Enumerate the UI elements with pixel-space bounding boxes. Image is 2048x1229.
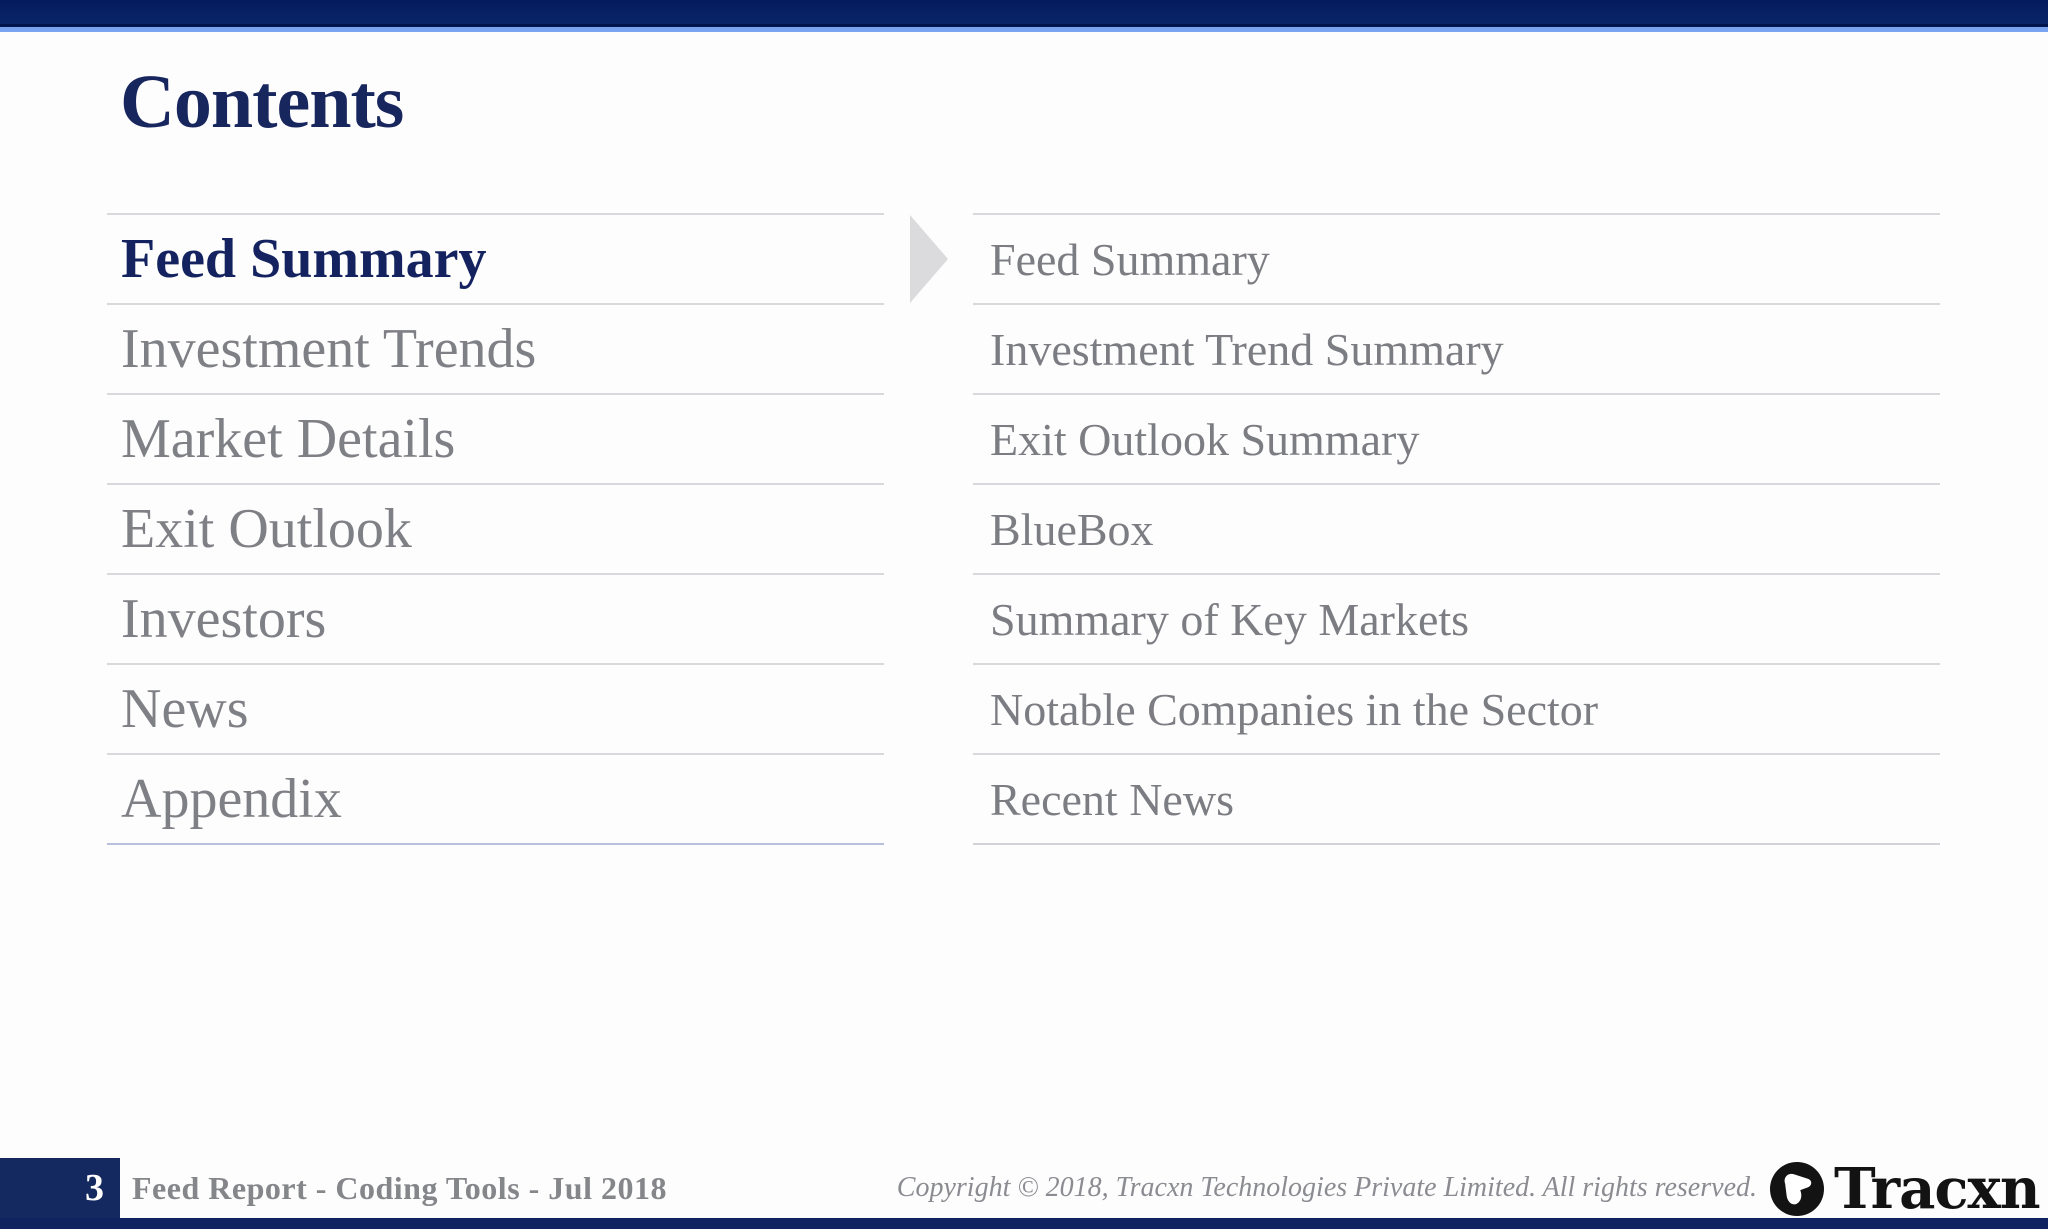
top-bar-accent-line xyxy=(0,27,2048,32)
toc-item-label: Exit Outlook xyxy=(121,498,412,560)
toc-item-label: Market Details xyxy=(121,408,456,470)
page-title: Contents xyxy=(120,60,404,144)
toc-item-label: Investment Trend Summary xyxy=(990,323,1504,375)
toc-item-label: Summary of Key Markets xyxy=(990,593,1470,645)
top-bar-edge xyxy=(0,24,2048,27)
page-number: 3 xyxy=(85,1167,104,1209)
toc-section-item[interactable]: Appendix xyxy=(107,753,884,845)
toc-subsection-item[interactable]: Exit Outlook Summary xyxy=(973,393,1940,483)
top-bar xyxy=(0,0,2048,24)
footer-copyright: Copyright © 2018, Tracxn Technologies Pr… xyxy=(896,1172,1757,1203)
brand-logotype: Tracxn xyxy=(1834,1156,2041,1222)
toc-item-label: Appendix xyxy=(121,768,342,830)
toc-section-list: Feed Summary Investment Trends Market Deta… xyxy=(107,213,884,845)
toc-subsection-list: Feed Summary Investment Trend Summary Exit… xyxy=(973,213,1940,845)
toc-subsection-item[interactable]: BlueBox xyxy=(973,483,1940,573)
toc-section-item[interactable]: Market Details xyxy=(107,393,884,483)
page-number-box: 3 xyxy=(0,1158,120,1218)
toc-item-label: Feed Summary xyxy=(990,233,1270,285)
toc-item-label: Feed Summary xyxy=(121,228,487,290)
toc-item-label: Notable Companies in the Sector xyxy=(990,683,1599,735)
toc-item-label: BlueBox xyxy=(990,503,1154,555)
tracxn-logo-icon xyxy=(1770,1162,1824,1216)
toc-item-label: Exit Outlook Summary xyxy=(990,413,1420,465)
toc-section-item[interactable]: Investment Trends xyxy=(107,303,884,393)
active-section-arrow-icon xyxy=(910,215,948,303)
toc-subsection-item[interactable]: Recent News xyxy=(973,753,1940,845)
toc-subsection-item[interactable]: Investment Trend Summary xyxy=(973,303,1940,393)
toc-subsection-item[interactable]: Notable Companies in the Sector xyxy=(973,663,1940,753)
bottom-bar xyxy=(0,1218,2048,1229)
toc-subsection-item[interactable]: Feed Summary xyxy=(973,213,1940,303)
brand-logo: Tracxn xyxy=(1770,1156,2041,1222)
toc-section-item[interactable]: Exit Outlook xyxy=(107,483,884,573)
footer-report-title: Feed Report - Coding Tools - Jul 2018 xyxy=(132,1169,667,1206)
toc-subsection-item[interactable]: Summary of Key Markets xyxy=(973,573,1940,663)
toc-item-label: Investors xyxy=(121,588,327,650)
toc-section-item[interactable]: Investors xyxy=(107,573,884,663)
toc-section-item[interactable]: Feed Summary xyxy=(107,213,884,303)
toc-item-label: News xyxy=(121,678,249,740)
toc-item-label: Recent News xyxy=(990,773,1234,825)
toc-section-item[interactable]: News xyxy=(107,663,884,753)
toc-item-label: Investment Trends xyxy=(121,318,537,380)
